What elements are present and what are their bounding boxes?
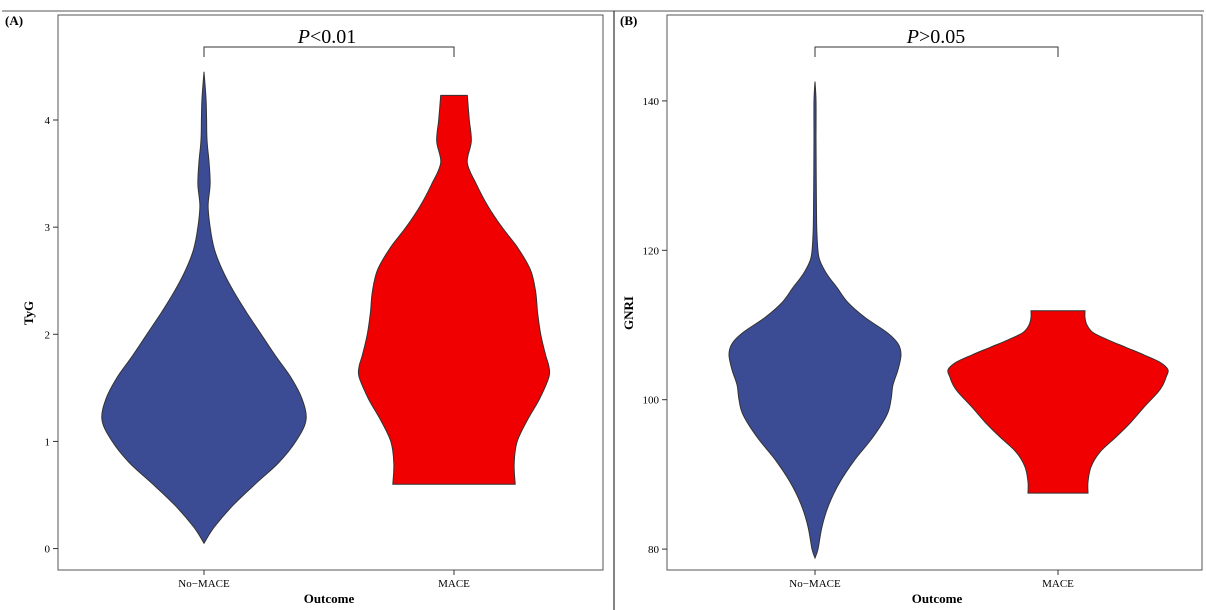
- panel-b-x-tick-label-mace: MACE: [1042, 578, 1074, 590]
- panel-a-significance-label: P<0.01: [297, 26, 357, 48]
- panel-a-label: (A): [5, 13, 23, 28]
- panel-a-x-tick-label-no-mace: No−MACE: [178, 578, 230, 590]
- panel-b-significance-label: P>0.05: [906, 26, 966, 48]
- panel-b-y-tick-label: 80: [648, 544, 660, 556]
- panel-a-plot-area: [57, 14, 604, 571]
- panel-b-y-tick-label: 100: [643, 395, 660, 407]
- panel-a-x-axis: No−MACE MACE: [178, 570, 470, 590]
- panel-b-x-tick-label-no-mace: No−MACE: [789, 578, 841, 590]
- panel-b-y-axis-title: GNRI: [621, 296, 636, 330]
- panel-b-x-axis: No−MACE MACE: [789, 570, 1074, 590]
- panel-b-p-symbol: P: [906, 26, 919, 48]
- panel-a-violin-no-mace: [101, 71, 307, 545]
- panel-a-y-axis-title: TyG: [21, 301, 36, 325]
- panel-a-y-tick-label: 2: [45, 329, 51, 341]
- panel-a-x-axis-title: Outcome: [304, 591, 355, 606]
- panel-b-x-axis-title: Outcome: [912, 591, 963, 606]
- panel-a-significance-bracket: [203, 46, 455, 57]
- panel-b-p-value: >0.05: [919, 26, 965, 48]
- panel-b: (B) P>0.05 80 100 120 140 No−MACE MACE Outco…: [620, 13, 1203, 606]
- panel-a-p-value: <0.01: [310, 26, 356, 48]
- panel-b-violins: [728, 81, 1169, 560]
- panel-a-y-tick-label: 3: [45, 222, 51, 234]
- panel-a-p-symbol: P: [297, 26, 310, 48]
- panel-a-y-tick-label: 4: [45, 115, 51, 127]
- panel-b-y-axis: 80 100 120 140: [643, 96, 667, 556]
- panel-b-violin-mace: [947, 310, 1169, 494]
- panel-a: (A) P<0.01 0 1 2 3 4 No−MACE MACE Outcome TyG: [5, 13, 604, 606]
- panel-a-violin-mace: [357, 94, 551, 485]
- panel-b-label: (B): [620, 13, 637, 28]
- panel-b-plot-area: [666, 14, 1203, 571]
- panel-b-significance-bracket: [814, 46, 1059, 57]
- panel-a-y-axis: 0 1 2 3 4: [45, 115, 58, 556]
- panel-a-y-tick-label: 0: [45, 544, 51, 556]
- panel-b-y-tick-label: 140: [643, 96, 660, 108]
- panel-a-y-tick-label: 1: [45, 436, 51, 448]
- panel-b-y-tick-label: 120: [643, 245, 660, 257]
- panel-a-violins: [101, 71, 551, 545]
- panel-a-x-tick-label-mace: MACE: [438, 578, 470, 590]
- panel-b-violin-no-mace: [728, 81, 902, 560]
